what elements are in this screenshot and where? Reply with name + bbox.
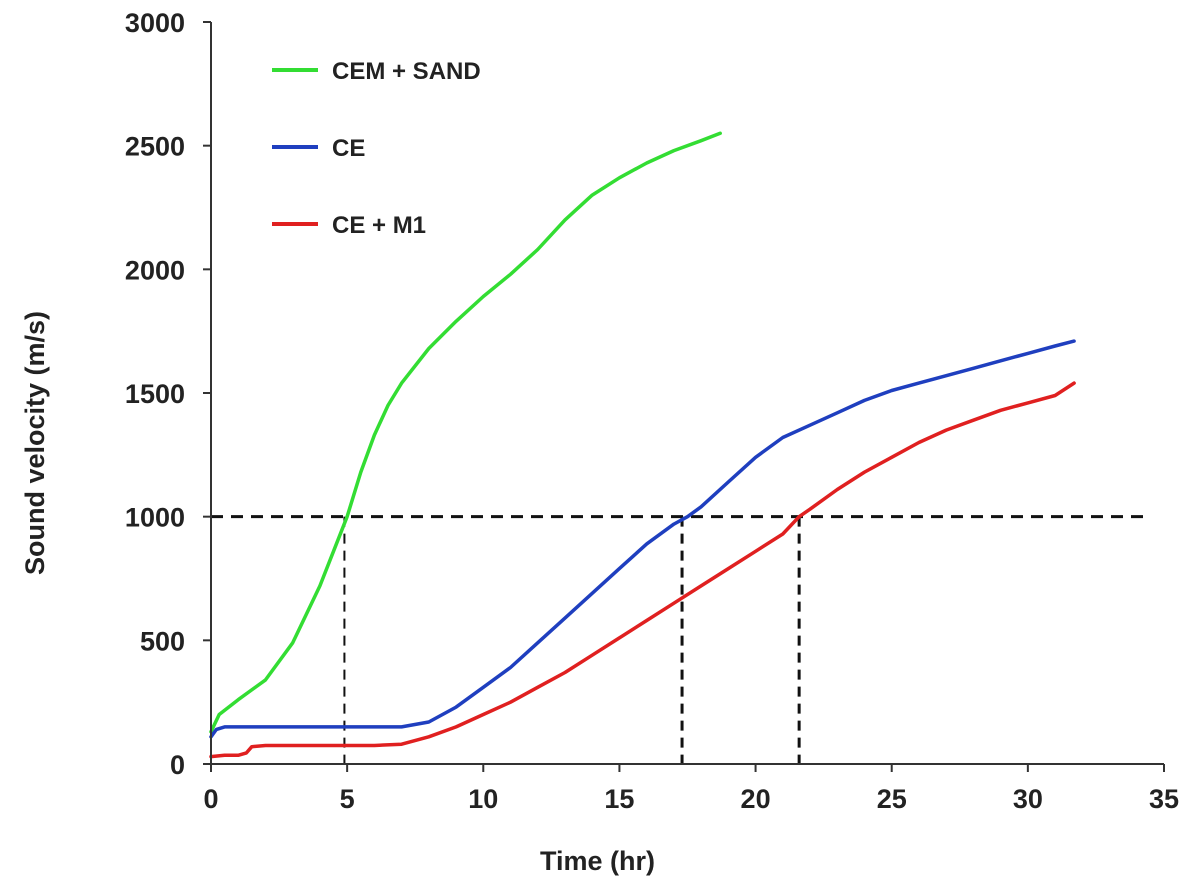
series-line-3: [209, 381, 1076, 759]
y-tick-label: 2000: [125, 255, 185, 285]
x-tick-label: 10: [468, 784, 498, 814]
y-tick-label: 0: [170, 750, 185, 780]
axes-layer: 0 5 10 15 20 25 30 35 0 500 1000 1500 2000 2500 3000 Ti…: [20, 8, 1179, 876]
x-axis-title: Time (hr): [540, 846, 655, 876]
y-tick-label: 500: [140, 626, 185, 656]
x-tick-label: 15: [604, 784, 634, 814]
legend-label-3: CE + M1: [332, 212, 426, 239]
legend-label-1: CEM + SAND: [332, 58, 481, 85]
x-tick-label: 20: [741, 784, 771, 814]
reference-lines-layer: [211, 515, 1151, 764]
y-tick-label: 2500: [125, 132, 185, 162]
x-tick-label: 35: [1149, 784, 1179, 814]
y-tick-label: 1000: [125, 503, 185, 533]
series-line-1: [209, 131, 722, 734]
x-tick-label: 0: [203, 784, 218, 814]
legend-layer: CEM + SAND CE CE + M1: [272, 58, 481, 239]
x-tick-label: 30: [1013, 784, 1043, 814]
y-tick-label: 1500: [125, 379, 185, 409]
y-tick-label: 3000: [125, 8, 185, 38]
y-axis-title: Sound velocity (m/s): [20, 311, 50, 575]
x-tick-label: 25: [877, 784, 907, 814]
series-line-2: [209, 339, 1076, 739]
x-tick-label: 5: [340, 784, 355, 814]
series-layer: [209, 131, 1076, 759]
legend-label-2: CE: [332, 135, 365, 162]
